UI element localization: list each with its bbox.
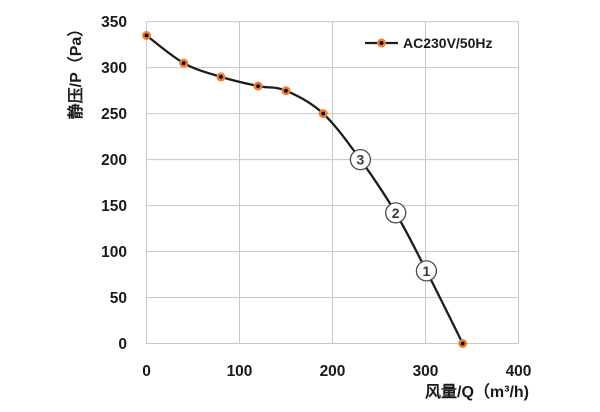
legend-marker-point: [376, 38, 386, 48]
x-tick-label-200: 200: [320, 363, 346, 380]
x-tick-label-400: 400: [506, 363, 532, 380]
data-point-marker: [281, 86, 291, 96]
series-line: [145, 34, 464, 345]
data-point-marker: [318, 109, 328, 119]
y-tick-label-300: 300: [101, 60, 127, 77]
y-tick-label-100: 100: [101, 244, 127, 261]
data-point-marker: [253, 81, 263, 91]
x-tick-label-300: 300: [413, 363, 439, 380]
curve-annotation-number-3: 3: [357, 152, 365, 168]
x-axis-title: 风量/Q（m³/h): [425, 383, 529, 401]
gridlines: [146, 21, 519, 344]
series-markers: [142, 30, 468, 348]
y-tick-label-200: 200: [101, 152, 127, 169]
data-point-marker: [179, 58, 189, 68]
y-tick-label-250: 250: [101, 106, 127, 123]
data-point-marker: [458, 338, 468, 348]
y-tick-label-350: 350: [101, 14, 127, 31]
curve-annotation-circle-3: [349, 148, 372, 171]
y-tick-label-150: 150: [101, 198, 127, 215]
curve-annotation-circle-1: [415, 260, 438, 282]
y-tick-label-0: 0: [118, 336, 127, 353]
x-tick-label-0: 0: [142, 363, 151, 380]
legend-label: AC230V/50Hz: [403, 35, 493, 51]
curve-annotation-number-2: 2: [392, 205, 400, 221]
data-point-marker: [216, 72, 226, 82]
plot-border: [146, 21, 519, 344]
y-axis-title: 静压/P（Pa）: [66, 21, 85, 120]
curve-annotation-circle-2: [385, 202, 407, 224]
data-point-marker: [142, 30, 152, 40]
y-tick-label-50: 50: [110, 290, 127, 307]
legend: AC230V/50Hz: [365, 35, 493, 51]
x-tick-label-100: 100: [227, 363, 253, 380]
curve-annotation-number-1: 1: [423, 263, 431, 279]
curve-annotations: 3 2 1: [349, 148, 438, 282]
y-axis-tick-labels: 0 50 100 150 200 250 300 350: [101, 14, 127, 353]
x-axis-tick-labels: 0 100 200 300 400: [142, 363, 531, 380]
